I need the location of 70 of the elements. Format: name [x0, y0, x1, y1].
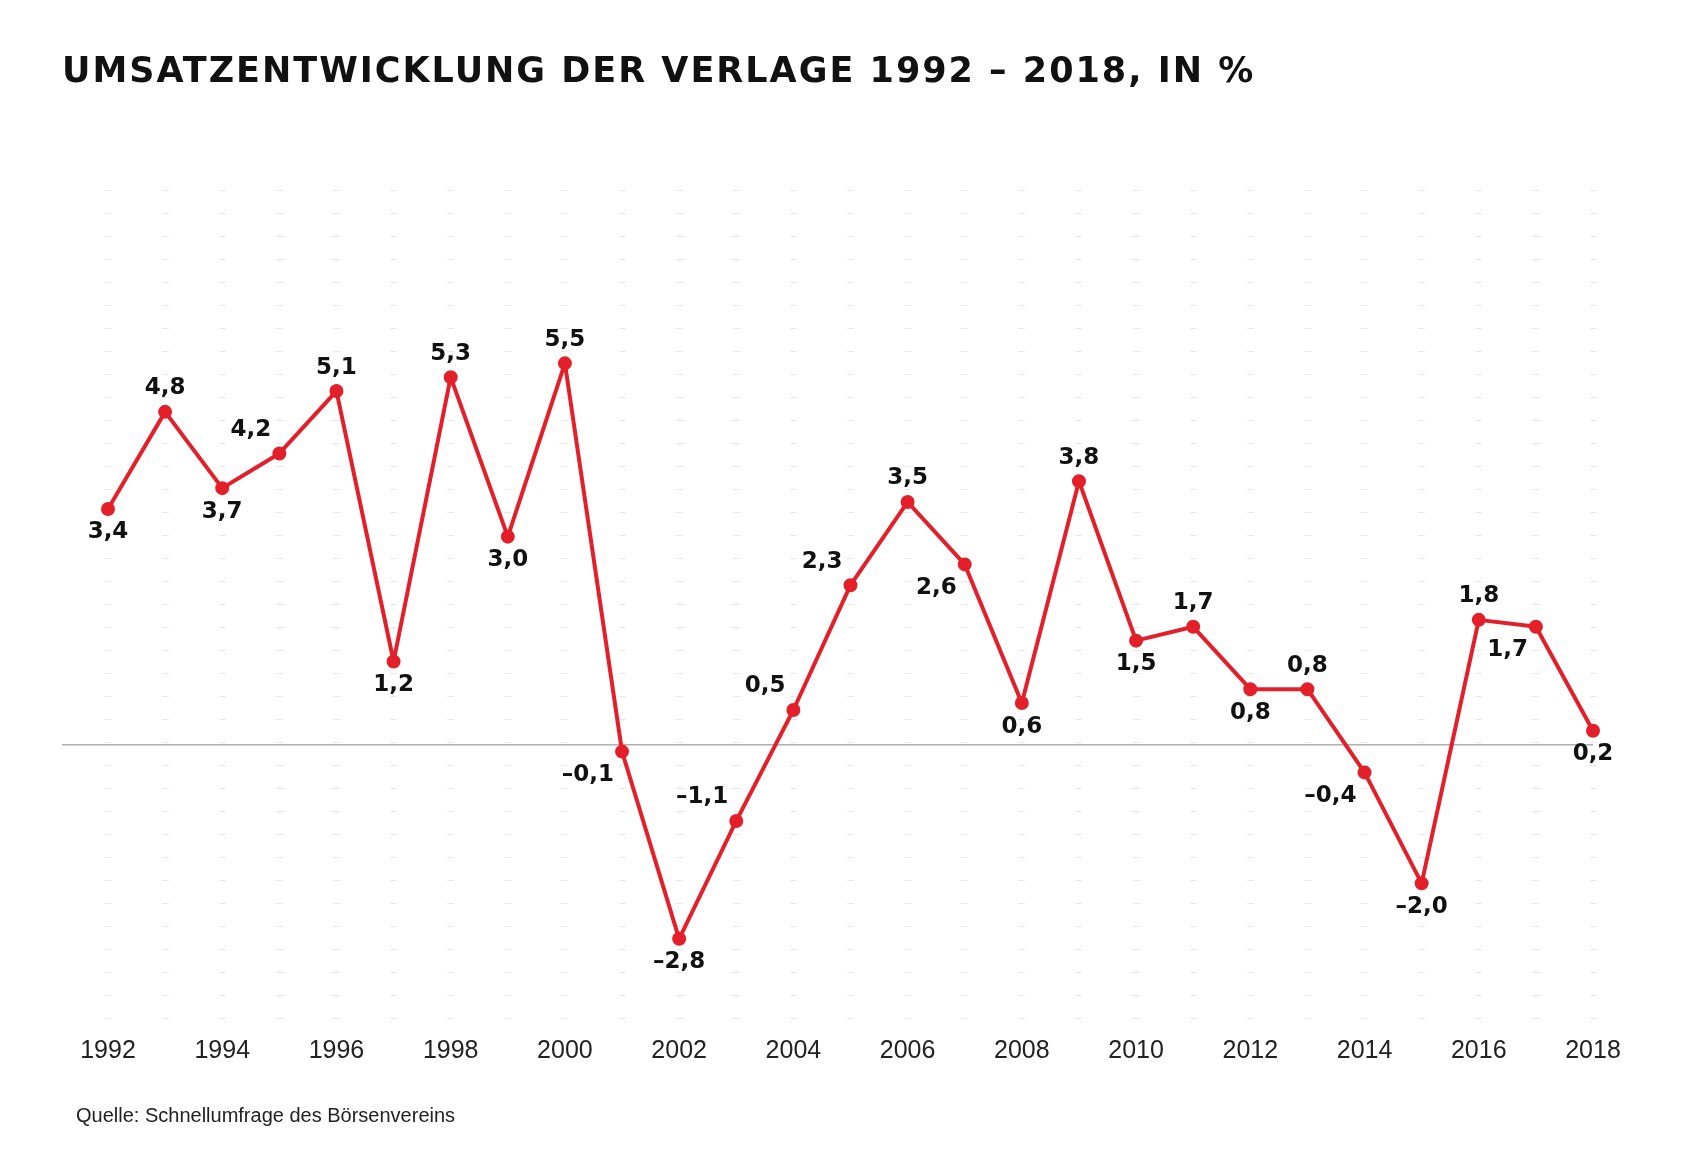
data-label: –1,1 — [676, 782, 729, 809]
point — [729, 813, 744, 828]
point — [1243, 682, 1258, 697]
data-label: 5,3 — [430, 338, 472, 365]
point — [1129, 633, 1144, 648]
data-label: 1,5 — [1115, 649, 1157, 676]
data-label: 3,5 — [887, 463, 928, 490]
data-label: 0,8 — [1287, 650, 1328, 677]
data-label: 3,8 — [1058, 442, 1100, 469]
point — [1300, 682, 1315, 697]
x-tick-label: 2014 — [1336, 1034, 1393, 1063]
point — [329, 384, 344, 399]
data-label: 0,6 — [1001, 711, 1043, 738]
data-label: 3,4 — [87, 517, 129, 544]
point — [386, 654, 401, 669]
point — [900, 495, 915, 509]
point — [1471, 612, 1486, 627]
x-tick-label: 2008 — [994, 1034, 1050, 1063]
point — [1186, 619, 1201, 634]
point — [1357, 765, 1372, 780]
data-label: –2,0 — [1395, 891, 1448, 918]
point — [1414, 876, 1429, 891]
point — [672, 931, 687, 946]
data-label: 0,8 — [1229, 697, 1271, 724]
data-label: 0,5 — [744, 671, 786, 698]
x-tick-label: 2006 — [879, 1034, 936, 1063]
x-tick-label: 1998 — [422, 1034, 479, 1063]
x-tick-label: 2010 — [1108, 1034, 1164, 1063]
point — [101, 501, 115, 516]
data-label: –0,1 — [561, 760, 615, 787]
point — [957, 557, 972, 572]
point — [443, 370, 458, 385]
point — [786, 703, 801, 717]
point — [615, 744, 630, 759]
data-label: 2,3 — [801, 546, 843, 573]
x-tick-label: 2012 — [1222, 1034, 1279, 1063]
point — [843, 578, 858, 593]
data-label: –0,4 — [1304, 780, 1357, 807]
x-tick-label: 1992 — [80, 1034, 136, 1063]
chart-title: UMSATZENTWICKLUNG DER VERLAGE 1992 – 2018, IN % — [62, 50, 1256, 90]
data-label: 4,2 — [230, 414, 272, 441]
x-tick-label: 2002 — [651, 1034, 707, 1063]
point — [557, 356, 572, 371]
source-note: Quelle: Schnellumfrage des Börsenvereins — [76, 1104, 456, 1127]
data-label: 1,2 — [373, 669, 414, 696]
x-tick-label: 2004 — [765, 1034, 822, 1063]
data-label: 1,7 — [1172, 588, 1214, 615]
x-tick-label: 2018 — [1565, 1034, 1621, 1063]
point — [1528, 619, 1543, 634]
point — [1014, 696, 1029, 711]
data-label: 2,6 — [915, 572, 957, 599]
x-tick-label: 2016 — [1450, 1034, 1507, 1063]
point — [158, 404, 173, 419]
data-label: 5,1 — [316, 352, 357, 379]
point — [500, 529, 515, 544]
data-label: 4,8 — [144, 373, 186, 400]
data-label: 1,7 — [1487, 635, 1528, 662]
point — [215, 481, 230, 496]
point — [1586, 723, 1600, 738]
x-tick-label: 2000 — [537, 1034, 593, 1063]
data-label: 3,7 — [201, 496, 243, 523]
x-tick-label: 1994 — [194, 1034, 251, 1063]
data-label: –2,8 — [653, 947, 706, 974]
data-label: 1,8 — [1458, 581, 1500, 608]
data-label: 0,2 — [1572, 739, 1614, 766]
point — [272, 446, 287, 461]
data-label: 5,5 — [544, 324, 586, 351]
x-tick-label: 1996 — [308, 1034, 365, 1063]
point — [1071, 474, 1086, 489]
data-label: 3,0 — [487, 545, 529, 572]
